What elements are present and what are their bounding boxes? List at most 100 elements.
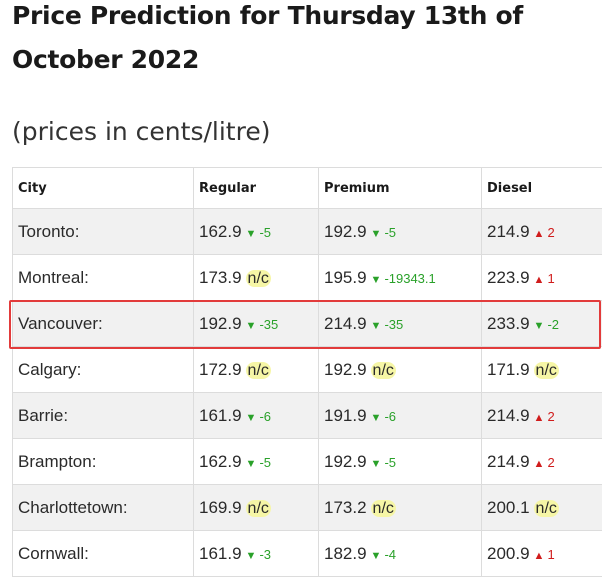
triangle-up-icon: ▲: [534, 550, 545, 562]
city-cell: Brampton:: [13, 439, 194, 485]
diesel-cell: 233.9 ▼-2: [482, 301, 602, 347]
triangle-down-icon: ▼: [371, 412, 382, 424]
premium-cell: 191.9▼-6: [319, 393, 482, 439]
page-subtitle: (prices in cents/litre): [12, 112, 270, 152]
triangle-up-icon: ▲: [534, 274, 545, 286]
change-value: -5: [384, 225, 396, 240]
premium-price: 192.9: [324, 222, 367, 241]
change-indicator: ▼-5: [246, 455, 271, 470]
diesel-cell: 214.9 ▲2: [482, 439, 602, 485]
no-change-badge: n/c: [246, 500, 271, 517]
triangle-down-icon: ▼: [371, 550, 382, 562]
diesel-price: 214.9: [487, 452, 530, 471]
change-indicator: ▲2: [534, 225, 555, 240]
regular-price: 161.9: [199, 544, 242, 563]
premium-cell: 195.9 ▼-19343.1: [319, 255, 482, 301]
change-indicator: ▼-35: [246, 317, 279, 332]
triangle-down-icon: ▼: [371, 320, 382, 332]
no-change-badge: n/c: [371, 362, 396, 379]
city-cell: Vancouver:: [13, 301, 194, 347]
triangle-down-icon: ▼: [534, 320, 545, 332]
diesel-price: 171.9: [487, 360, 530, 379]
triangle-down-icon: ▼: [371, 274, 382, 286]
premium-price: 182.9: [324, 544, 367, 563]
change-indicator: ▼-3: [246, 547, 271, 562]
premium-cell: 214.9 ▼-35: [319, 301, 482, 347]
diesel-cell: 214.9 ▲2: [482, 209, 602, 255]
change-value: -6: [384, 409, 396, 424]
regular-price: 162.9: [199, 222, 242, 241]
regular-cell: 161.9 ▼-3: [194, 531, 319, 577]
premium-price: 173.2: [324, 498, 367, 517]
change-value: -19343.1: [384, 271, 435, 286]
premium-price: 192.9: [324, 360, 367, 379]
regular-price: 192.9: [199, 314, 242, 333]
diesel-price: 200.9: [487, 544, 530, 563]
change-indicator: ▼-5: [371, 225, 396, 240]
no-change-badge: n/c: [246, 270, 271, 287]
diesel-price: 214.9: [487, 222, 530, 241]
triangle-up-icon: ▲: [534, 228, 545, 240]
change-indicator: ▼-2: [534, 317, 559, 332]
city-cell: Toronto:: [13, 209, 194, 255]
diesel-price: 233.9: [487, 314, 530, 333]
change-indicator: ▼-19343.1: [371, 271, 436, 286]
change-value: -35: [384, 317, 403, 332]
header-regular: Regular: [194, 168, 319, 209]
premium-price: 214.9: [324, 314, 367, 333]
triangle-down-icon: ▼: [371, 228, 382, 240]
change-value: 2: [547, 455, 554, 470]
premium-price: 195.9: [324, 268, 367, 287]
no-change-badge: n/c: [246, 362, 271, 379]
city-cell: Charlottetown:: [13, 485, 194, 531]
regular-cell: 162.9 ▼-5: [194, 439, 319, 485]
change-value: -5: [259, 455, 271, 470]
diesel-price: 200.1: [487, 498, 530, 517]
regular-price: 162.9: [199, 452, 242, 471]
change-indicator: ▼-35: [371, 317, 404, 332]
change-value: -6: [259, 409, 271, 424]
triangle-down-icon: ▼: [246, 228, 257, 240]
change-indicator: ▲2: [534, 455, 555, 470]
page-title: Price Prediction for Thursday 13th of Oc…: [12, 0, 597, 82]
change-indicator: ▲1: [534, 547, 555, 562]
regular-price: 172.9: [199, 360, 242, 379]
change-indicator: ▼-6: [371, 409, 396, 424]
header-city: City: [13, 168, 194, 209]
triangle-up-icon: ▲: [534, 458, 545, 470]
diesel-price: 223.9: [487, 268, 530, 287]
regular-price: 161.9: [199, 406, 242, 425]
premium-cell: 192.9 ▼-5: [319, 209, 482, 255]
change-value: 1: [547, 547, 554, 562]
triangle-down-icon: ▼: [371, 458, 382, 470]
change-indicator: ▼-4: [371, 547, 396, 562]
no-change-badge: n/c: [534, 500, 559, 517]
triangle-up-icon: ▲: [534, 412, 545, 424]
regular-cell: 162.9 ▼-5: [194, 209, 319, 255]
regular-price: 169.9: [199, 498, 242, 517]
premium-cell: 192.9▼-5: [319, 439, 482, 485]
change-value: 2: [547, 225, 554, 240]
city-cell: Montreal:: [13, 255, 194, 301]
change-indicator: ▼-5: [246, 225, 271, 240]
diesel-cell: 223.9▲1: [482, 255, 602, 301]
price-table: City Regular Premium Diesel Toronto:162.…: [12, 167, 602, 577]
header-premium: Premium: [319, 168, 482, 209]
regular-price: 173.9: [199, 268, 242, 287]
change-value: -3: [259, 547, 271, 562]
city-cell: Cornwall:: [13, 531, 194, 577]
change-value: -2: [547, 317, 559, 332]
